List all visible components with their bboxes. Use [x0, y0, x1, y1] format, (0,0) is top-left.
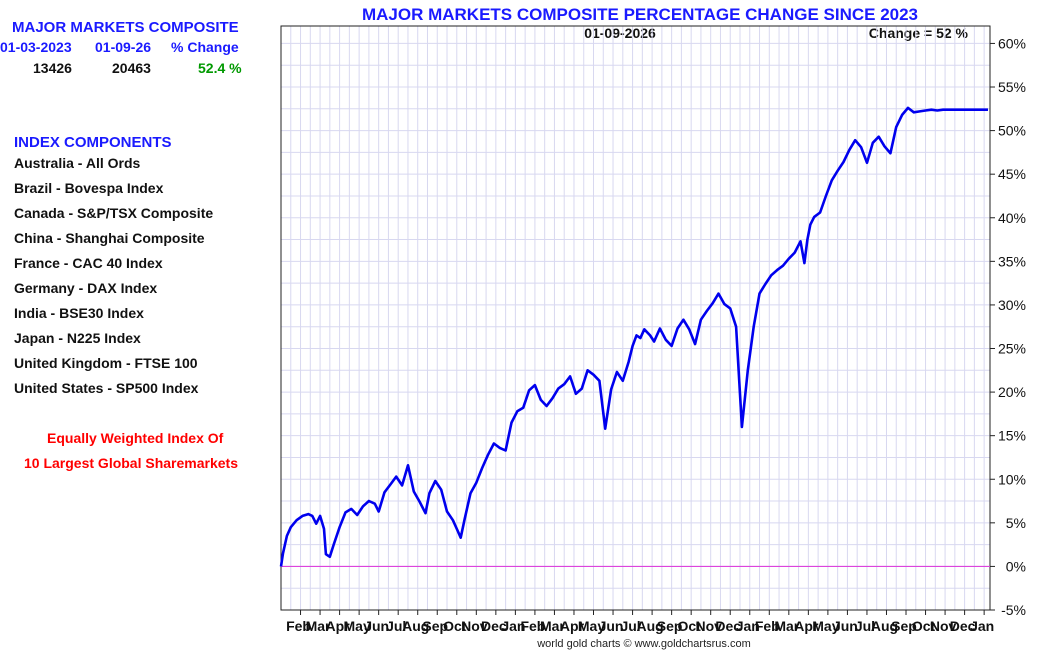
x-tick-label: Jul [620, 618, 640, 634]
component-item: United States - SP500 Index [14, 380, 199, 396]
x-tick-label: May [812, 618, 839, 634]
x-tick-label: Sep [657, 618, 683, 634]
chart-date-label: 01-09-2026 [584, 25, 656, 41]
note-line-2: 10 Largest Global Sharemarkets [24, 455, 238, 471]
component-item: United Kingdom - FTSE 100 [14, 355, 198, 371]
x-tick-label: Mar [306, 618, 331, 634]
axes [280, 25, 991, 611]
start-value: 13426 [33, 60, 72, 76]
component-item: France - CAC 40 Index [14, 255, 163, 271]
x-tick-label: Oct [677, 618, 701, 634]
x-tick-label: Nov [930, 618, 957, 634]
y-axis: 60% 55% 50% 45% 40% 35% 30% 25% 20% 15% 10% 5% 0% -5% [990, 35, 1026, 618]
component-item: Canada - S&P/TSX Composite [14, 205, 214, 221]
y-tick-label: 60% [998, 35, 1026, 51]
change-value: 52.4 % [198, 60, 242, 76]
y-tick-label: 30% [998, 297, 1026, 313]
x-tick-label: May [578, 618, 605, 634]
x-tick-label: Feb [286, 618, 311, 634]
component-item: Japan - N225 Index [14, 330, 141, 346]
component-item: Australia - All Ords [14, 155, 141, 171]
y-tick-label: 25% [998, 341, 1026, 357]
x-tick-label: Oct [443, 618, 467, 634]
x-tick-label: Feb [755, 618, 780, 634]
plot-frame [280, 25, 991, 611]
component-item: Germany - DAX Index [14, 280, 158, 296]
chart-change-label: Change = 52 % [869, 25, 969, 41]
end-value: 20463 [112, 60, 151, 76]
x-tick-label: Jun [599, 618, 624, 634]
y-tick-label: 35% [998, 253, 1026, 269]
x-tick-label: May [344, 618, 371, 634]
x-tick-label: Aug [871, 618, 898, 634]
y-tick-label: 50% [998, 123, 1026, 139]
y-tick-label: 40% [998, 210, 1026, 226]
component-item: India - BSE30 Index [14, 305, 144, 321]
composite-title: MAJOR MARKETS COMPOSITE [12, 19, 239, 36]
series-group [279, 106, 988, 567]
x-tick-label: Oct [912, 618, 936, 634]
y-tick-label: 10% [998, 471, 1026, 487]
y-tick-label: 20% [998, 384, 1026, 400]
x-tick-label: Nov [461, 618, 488, 634]
x-tick-label: Apr [794, 618, 819, 634]
x-tick-label: Dec [481, 618, 507, 634]
grid [281, 26, 990, 611]
series-line [279, 106, 988, 567]
x-tick-label: Dec [715, 618, 741, 634]
start-date-header: 01-03-2023 [0, 39, 72, 55]
end-date-header: 01-09-26 [95, 39, 152, 55]
x-tick-label: Jan [970, 618, 994, 634]
x-tick-label: Jul [855, 618, 875, 634]
y-tick-label: 15% [998, 428, 1026, 444]
x-tick-label: Nov [695, 618, 722, 634]
note-line-1: Equally Weighted Index Of [47, 430, 224, 446]
y-tick-label: 45% [998, 166, 1026, 182]
x-tick-label: Apr [560, 618, 585, 634]
x-tick-label: Jan [501, 618, 525, 634]
x-axis: FebMarAprMayJunJulAugSepOctNovDecJanFebM… [286, 610, 994, 634]
change-header: % Change [171, 39, 239, 55]
x-tick-label: Sep [891, 618, 917, 634]
x-tick-label: Apr [326, 618, 351, 634]
x-tick-label: Jan [736, 618, 760, 634]
y-tick-label: -5% [1001, 602, 1026, 618]
x-tick-label: Mar [540, 618, 565, 634]
chart-footer: world gold charts © www.goldchartsrus.co… [536, 638, 751, 650]
components-title: INDEX COMPONENTS [14, 134, 172, 151]
x-tick-label: Aug [636, 618, 663, 634]
x-tick-label: Mar [774, 618, 799, 634]
x-tick-label: Jul [386, 618, 406, 634]
y-tick-label: 55% [998, 79, 1026, 95]
x-tick-label: Sep [422, 618, 448, 634]
x-tick-label: Dec [950, 618, 976, 634]
x-tick-label: Jun [833, 618, 858, 634]
x-tick-label: Jun [364, 618, 389, 634]
chart-title: MAJOR MARKETS COMPOSITE PERCENTAGE CHANG… [362, 5, 918, 24]
component-item: Brazil - Bovespa Index [14, 180, 164, 196]
x-tick-label: Aug [402, 618, 429, 634]
x-tick-label: Feb [520, 618, 545, 634]
y-tick-label: 0% [1006, 558, 1026, 574]
component-item: China - Shanghai Composite [14, 230, 205, 246]
y-tick-label: 5% [1006, 515, 1026, 531]
